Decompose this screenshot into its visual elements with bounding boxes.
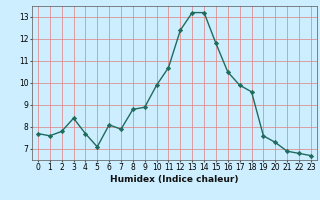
X-axis label: Humidex (Indice chaleur): Humidex (Indice chaleur) (110, 175, 239, 184)
